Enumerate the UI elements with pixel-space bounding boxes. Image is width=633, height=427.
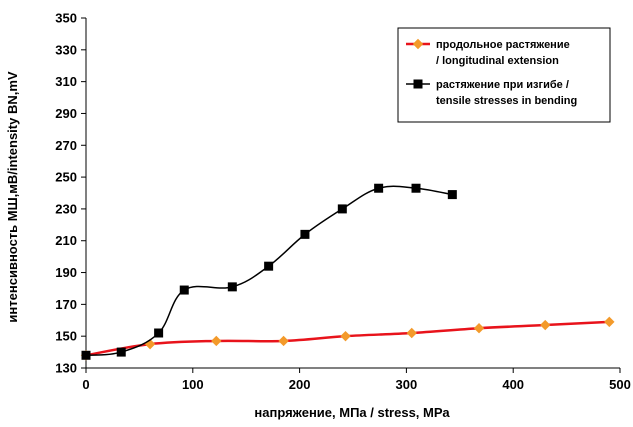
x-tick-label: 0: [82, 377, 89, 392]
data-point: [540, 319, 551, 331]
legend-item: растяжение при изгибе / tensile stresses …: [406, 79, 577, 107]
legend-item: продольное растяжение / longitudinal exte…: [406, 38, 570, 67]
series-line: [85, 185, 453, 357]
y-tick-label: 250: [55, 170, 77, 185]
x-axis-label: напряжение, МПа / stress, МРа: [254, 405, 450, 420]
data-point: [447, 190, 457, 200]
data-point: [264, 261, 274, 271]
legend-swatch-marker: [413, 79, 423, 89]
data-point: [81, 350, 91, 360]
y-tick-label: 170: [55, 297, 77, 312]
axes: [85, 18, 620, 369]
data-point: [144, 338, 156, 350]
y-axis-label: интенсивность МШ,мВ/intensity BN,mV: [5, 71, 20, 322]
data-point: [179, 285, 189, 295]
data-point: [154, 328, 164, 338]
legend-box: [397, 27, 611, 123]
x-tick-label: 400: [502, 377, 524, 392]
data-point: [300, 229, 310, 239]
series-0: [80, 316, 615, 361]
series-1: [81, 183, 457, 360]
ticks: 130 150 170 190 210 230 250 270 290 310 330 350 0 100…: [55, 11, 631, 393]
data-point: [340, 330, 351, 342]
data-point: [337, 204, 347, 214]
data-point: [278, 335, 289, 347]
y-tick-label: 330: [55, 42, 77, 57]
data-point: [211, 335, 222, 347]
data-point: [604, 316, 615, 328]
data-point: [116, 347, 126, 357]
y-tick-label: 230: [55, 201, 77, 216]
y-tick-label: 190: [55, 265, 77, 280]
data-point: [473, 323, 485, 334]
x-tick-label: 100: [182, 377, 204, 392]
legend-label: / longitudinal extension: [436, 55, 559, 67]
legend-label: tensile stresses in bending: [436, 95, 577, 107]
series-layer: [80, 183, 615, 361]
data-point: [374, 183, 384, 193]
x-tick-label: 200: [289, 377, 311, 392]
y-tick-label: 270: [55, 138, 77, 153]
y-tick-label: 290: [55, 106, 77, 121]
y-tick-label: 310: [55, 74, 77, 89]
y-tick-label: 130: [55, 361, 77, 376]
y-tick-label: 210: [55, 233, 77, 248]
x-tick-label: 300: [396, 377, 418, 392]
legend-swatch-marker: [412, 38, 424, 50]
x-tick-label: 500: [609, 377, 631, 392]
legend-label: растяжение при изгибе /: [436, 79, 569, 91]
y-tick-label: 350: [55, 11, 77, 26]
data-point: [227, 282, 237, 292]
legend-label: продольное растяжение: [436, 39, 570, 51]
data-point: [411, 183, 421, 193]
legend: продольное растяжение / longitudinal exte…: [397, 27, 611, 123]
data-point: [406, 327, 417, 339]
y-tick-label: 150: [55, 329, 77, 344]
